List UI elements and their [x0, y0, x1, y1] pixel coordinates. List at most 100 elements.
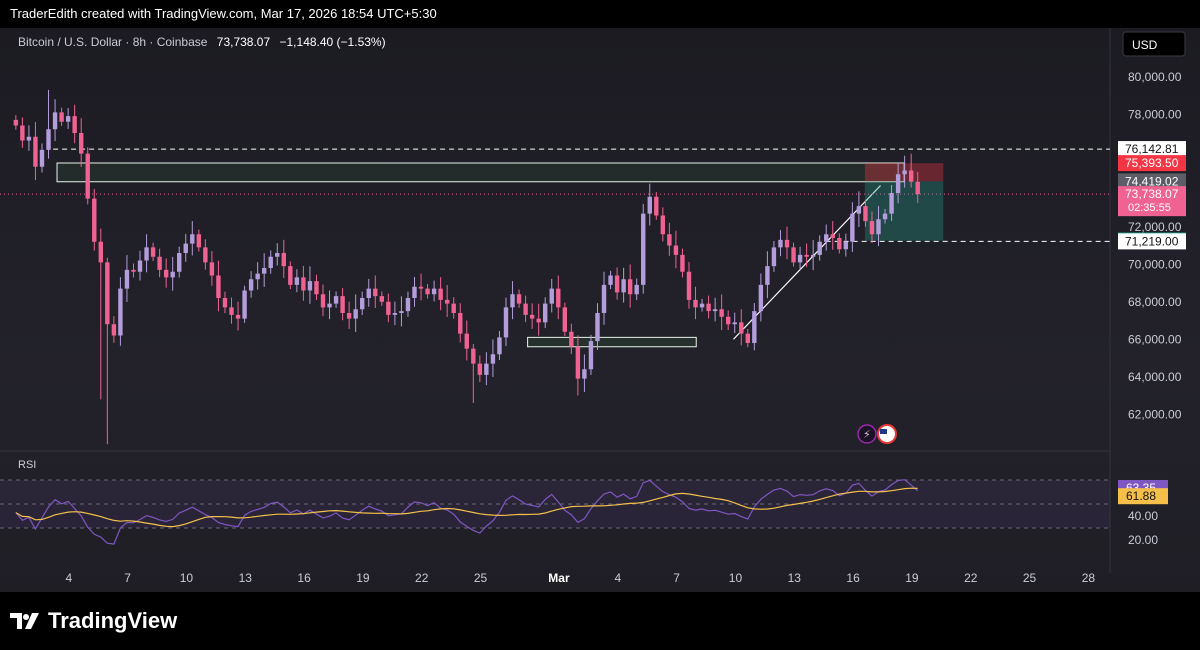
candle-body — [98, 241, 104, 263]
chart-area[interactable]: 80,000.0078,000.0076,000.0072,000.0070,0… — [0, 28, 1200, 592]
candle-body — [65, 116, 71, 122]
candle-body — [850, 213, 855, 242]
candle-body — [654, 196, 659, 216]
price-tick-label: 64,000.00 — [1128, 370, 1182, 384]
candle-body — [562, 307, 568, 332]
candle-body — [209, 262, 215, 276]
candle-body — [72, 116, 77, 133]
time-tick-label: 25 — [474, 571, 488, 585]
time-tick-label: 7 — [124, 571, 131, 585]
candle-body — [477, 363, 483, 375]
low-line-label-bg — [1118, 233, 1186, 250]
support-zone-box — [527, 336, 697, 348]
candle-body — [484, 363, 489, 375]
candle-body — [758, 284, 764, 312]
candle-body — [261, 268, 267, 274]
price-tick-label: 78,000.00 — [1128, 107, 1182, 121]
rsi-line — [15, 479, 919, 545]
candle-body — [569, 331, 574, 347]
low-line-label: 71,219.00 — [1125, 234, 1179, 248]
rsi-pane — [0, 479, 1110, 545]
candle-body — [288, 266, 293, 285]
time-tick-label: 19 — [905, 571, 919, 585]
candle-body — [157, 256, 162, 270]
candle-body — [307, 281, 313, 291]
candle-body — [242, 290, 247, 319]
candle-body — [621, 279, 626, 293]
axis-layer: 80,000.0078,000.0076,000.0072,000.0070,0… — [65, 70, 1181, 585]
candle-body — [588, 341, 594, 370]
candle-body — [392, 313, 398, 315]
candle-body — [889, 193, 894, 214]
candle-body — [863, 206, 868, 222]
candle-body — [765, 266, 770, 285]
candle-body — [601, 284, 607, 313]
candle-body — [804, 254, 809, 257]
rsi-ma-value-label-bg — [1118, 488, 1168, 505]
candle-body — [431, 288, 437, 295]
candle-body — [908, 170, 914, 182]
candle-body — [333, 296, 339, 304]
price-tick-label: 66,000.00 — [1128, 332, 1182, 346]
time-tick-label: 22 — [964, 571, 978, 585]
currency-button[interactable]: USD — [1122, 31, 1186, 57]
currency-button-bg[interactable] — [1122, 31, 1186, 57]
price-tick-label: 70,000.00 — [1128, 257, 1182, 271]
entry-label: 74,419.02 — [1125, 174, 1179, 188]
candle-body — [137, 260, 143, 272]
stop-label-bg — [1118, 155, 1186, 172]
candle-body — [216, 275, 221, 298]
candle-body — [26, 136, 32, 141]
flag-canton-icon — [880, 429, 887, 434]
candle-body — [876, 219, 881, 235]
candle-body — [373, 288, 378, 297]
candle-body — [680, 254, 685, 272]
lightning-event-icon[interactable] — [857, 424, 877, 444]
footer: TradingView — [0, 592, 1200, 650]
rsi-label: RSI — [18, 459, 36, 471]
candle-body — [830, 234, 835, 238]
candle-body — [33, 136, 38, 167]
chart-svg[interactable]: 80,000.0078,000.0076,000.0072,000.0070,0… — [0, 28, 1200, 592]
candle-body — [739, 322, 744, 334]
candle-body — [627, 279, 633, 295]
candle-body — [856, 206, 862, 214]
candle-body — [719, 309, 724, 317]
stop-label: 75,393.50 — [1125, 156, 1179, 170]
candle-body — [634, 284, 639, 295]
candle-body — [170, 271, 175, 278]
candle-body — [399, 311, 404, 313]
candle-body — [778, 239, 783, 248]
candle-body — [105, 262, 110, 325]
countdown-label: 02:35:55 — [1128, 202, 1171, 214]
drawings-layer[interactable] — [0, 148, 1110, 348]
candle-body — [425, 288, 430, 295]
time-tick-label: 13 — [239, 571, 253, 585]
candle-body — [902, 170, 907, 175]
time-tick-label: 10 — [180, 571, 194, 585]
rsi-ma-line — [15, 487, 918, 528]
candle-body — [523, 303, 528, 315]
currency-button-label[interactable]: USD — [1132, 38, 1158, 52]
candle-body — [405, 298, 411, 312]
candle-body — [190, 234, 195, 244]
footer-brand: TradingView — [48, 608, 178, 633]
candle-body — [255, 273, 260, 280]
candle-body — [529, 314, 535, 319]
time-tick-label: Mar — [548, 571, 570, 585]
candle-body — [556, 288, 561, 308]
time-tick-label: 16 — [297, 571, 311, 585]
time-tick-label: 4 — [65, 571, 72, 585]
time-tick-label: 19 — [356, 571, 370, 585]
rsi-tick-label: 40.00 — [1128, 509, 1158, 523]
candle-body — [667, 234, 672, 246]
candle-body — [843, 241, 849, 250]
candle-body — [503, 307, 509, 338]
candle-body — [699, 303, 705, 308]
candle-body — [536, 318, 541, 323]
time-tick-label: 28 — [1082, 571, 1096, 585]
resistance-zone-box — [56, 162, 905, 183]
event-icons[interactable]: ⚡ — [857, 424, 897, 444]
high-line-label: 76,142.81 — [1125, 142, 1179, 156]
candle-body — [118, 288, 123, 336]
